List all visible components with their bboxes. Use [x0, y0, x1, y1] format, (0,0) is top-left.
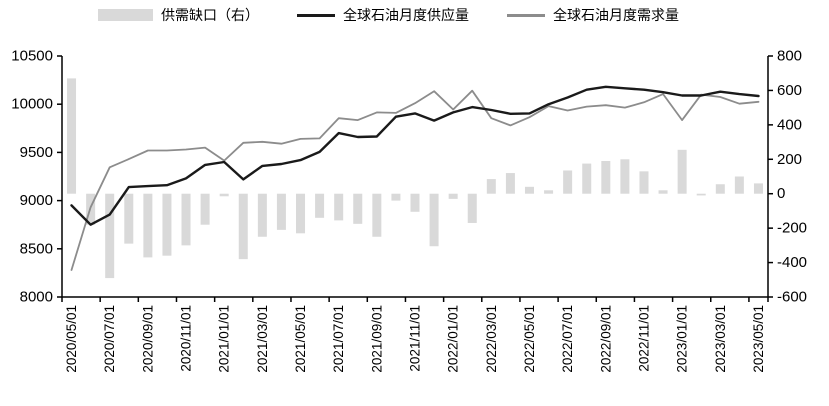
x-axis-label: 2020/05/01 — [64, 305, 79, 373]
x-axis-label: 2022/05/01 — [522, 305, 537, 373]
gap-bar — [448, 193, 458, 199]
right-axis-label: 200 — [777, 151, 802, 168]
gap-bar — [200, 193, 210, 225]
supply-line — [70, 85, 760, 226]
gap-bar — [67, 78, 77, 194]
right-axis-label: 400 — [777, 116, 802, 133]
gap-bar-swatch-icon — [98, 9, 153, 21]
left-axis-label: 8500 — [20, 240, 53, 257]
right-axis-label: -200 — [777, 220, 807, 237]
gap-bar — [429, 193, 439, 247]
gap-bar — [276, 193, 286, 230]
legend-label-supply: 全球石油月度供应量 — [343, 7, 469, 23]
gap-bar — [639, 171, 649, 194]
left-axis-label: 10000 — [11, 96, 53, 113]
gap-bar — [143, 193, 153, 258]
demand-line — [70, 89, 760, 271]
left-axis-label: 10500 — [11, 48, 53, 65]
x-axis-label: 2022/03/01 — [484, 305, 499, 373]
right-axis-label: 600 — [777, 82, 802, 99]
right-axis-label: 800 — [777, 48, 802, 65]
x-axis-label: 2023/03/01 — [713, 305, 728, 373]
left-axis-label: 8000 — [20, 289, 53, 306]
gap-bar — [238, 193, 248, 260]
gap-bar — [353, 193, 363, 224]
x-axis-label: 2020/07/01 — [102, 305, 117, 373]
gap-bar — [391, 193, 401, 201]
legend-label-demand: 全球石油月度需求量 — [553, 7, 679, 23]
gap-bar — [734, 176, 744, 194]
gap-bar — [753, 183, 763, 194]
x-axis-label: 2021/01/01 — [217, 305, 232, 373]
gap-bar — [601, 161, 611, 194]
x-axis-label: 2021/03/01 — [255, 305, 270, 373]
gap-bar — [544, 190, 554, 194]
gap-bar — [296, 193, 306, 234]
gap-bar — [410, 193, 420, 212]
x-axis-label: 2021/09/01 — [369, 305, 384, 373]
gap-bar — [257, 193, 267, 237]
x-axis-label: 2020/11/01 — [179, 305, 194, 372]
gap-bar — [467, 193, 477, 223]
x-axis-label: 2023/01/01 — [675, 305, 690, 373]
legend-item-supply: 全球石油月度供应量 — [297, 5, 469, 25]
gap-bar — [524, 186, 534, 194]
gap-bar — [486, 179, 496, 194]
gap-bar — [582, 163, 592, 194]
right-axis-label: 0 — [777, 185, 785, 202]
gap-bar — [124, 193, 134, 244]
chart-legend: 供需缺口（右） 全球石油月度供应量 全球石油月度需求量 — [98, 5, 679, 25]
right-axis-label: -400 — [777, 254, 807, 271]
x-axis-label: 2021/07/01 — [331, 305, 346, 373]
gap-bar — [677, 149, 687, 194]
gap-bar — [315, 193, 325, 218]
x-axis-label: 2022/07/01 — [560, 305, 575, 373]
demand-line-swatch-icon — [507, 13, 545, 17]
legend-label-gap: 供需缺口（右） — [161, 7, 259, 23]
legend-item-gap: 供需缺口（右） — [98, 5, 259, 25]
x-axis-label: 2021/05/01 — [293, 305, 308, 373]
gap-bar — [696, 193, 706, 196]
gap-bar — [334, 193, 344, 221]
gap-bar — [620, 159, 630, 194]
x-axis-label: 2023/05/01 — [751, 305, 766, 373]
gap-bar — [505, 173, 515, 194]
x-axis-label: 2022/11/01 — [636, 305, 651, 372]
gap-bar — [658, 190, 668, 194]
x-axis-label: 2021/11/01 — [408, 305, 423, 372]
gap-bar — [219, 193, 229, 197]
left-axis-label: 9000 — [20, 192, 53, 209]
left-axis-label: 9500 — [20, 144, 53, 161]
gap-bar — [715, 184, 725, 194]
x-axis-label: 2022/01/01 — [446, 305, 461, 373]
x-axis-label: 2020/09/01 — [140, 305, 155, 373]
legend-item-demand: 全球石油月度需求量 — [507, 5, 679, 25]
gap-bar — [162, 193, 172, 256]
supply-line-swatch-icon — [297, 13, 335, 17]
gap-bar — [181, 193, 191, 246]
gap-bar — [372, 193, 382, 237]
right-axis-label: -600 — [777, 289, 807, 306]
gap-bar — [563, 170, 573, 194]
gap-bar — [105, 193, 115, 279]
x-axis-label: 2022/09/01 — [598, 305, 613, 373]
